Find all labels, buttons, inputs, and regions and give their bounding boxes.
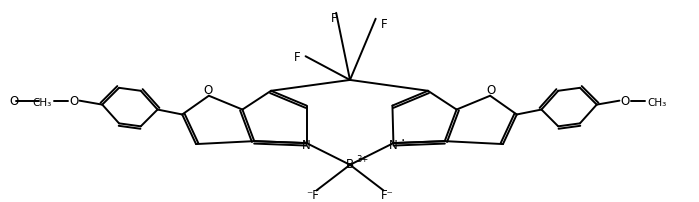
- Text: O: O: [487, 84, 496, 97]
- Text: F⁻: F⁻: [381, 188, 394, 201]
- Text: O: O: [69, 95, 78, 108]
- Text: F: F: [381, 18, 388, 31]
- Text: F: F: [331, 12, 338, 25]
- Text: 3+: 3+: [356, 155, 368, 164]
- Text: O: O: [203, 84, 212, 97]
- Text: CH₃: CH₃: [32, 97, 52, 107]
- Text: N: N: [389, 138, 398, 151]
- Text: CH₃: CH₃: [647, 97, 667, 107]
- Text: ⁻F: ⁻F: [306, 188, 319, 201]
- Text: F: F: [294, 50, 300, 63]
- Text: B: B: [346, 158, 354, 170]
- Text: O: O: [621, 95, 630, 108]
- Text: O: O: [10, 95, 19, 108]
- Text: N: N: [302, 138, 311, 151]
- Text: ·: ·: [401, 134, 405, 147]
